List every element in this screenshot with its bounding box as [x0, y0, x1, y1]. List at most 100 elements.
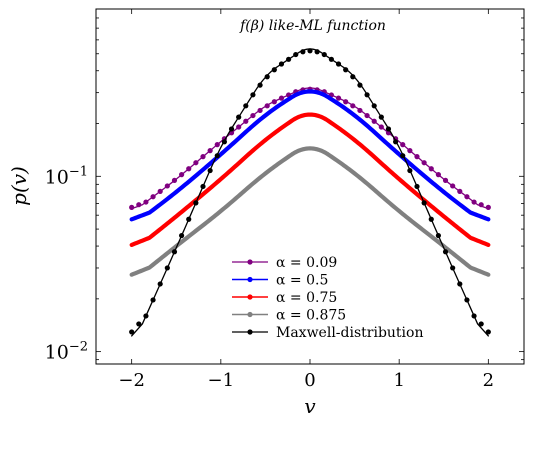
data-point — [257, 107, 263, 114]
data-point — [157, 281, 163, 287]
data-point — [450, 265, 456, 271]
legend-swatch-marker — [247, 294, 253, 300]
data-point — [293, 51, 299, 58]
ticks-group: −2 −1 0 1 2 10−2 10−1 — [45, 8, 524, 391]
series-0-5 — [129, 89, 491, 222]
data-point — [129, 329, 135, 335]
data-point — [171, 249, 178, 255]
data-point — [136, 202, 142, 208]
legend-swatch-marker — [247, 259, 253, 265]
data-point — [378, 114, 384, 120]
data-point — [171, 177, 178, 183]
data-point — [485, 204, 491, 210]
data-point — [421, 200, 427, 206]
data-point — [236, 114, 242, 120]
y-tick-label: 10−1 — [45, 164, 88, 188]
data-point — [278, 95, 285, 101]
x-tick-label: −2 — [118, 370, 145, 391]
series-0-875 — [129, 146, 491, 277]
data-point — [207, 167, 213, 174]
data-point — [214, 142, 220, 148]
data-point — [164, 265, 170, 271]
data-point — [236, 124, 242, 130]
data-point — [428, 216, 434, 222]
legend-item: α = 0.09 — [232, 255, 337, 271]
data-point — [421, 160, 427, 166]
data-point — [435, 172, 441, 178]
chart-title: f(β) like-ML function — [239, 18, 386, 34]
data-point — [207, 148, 213, 154]
data-point — [328, 56, 334, 62]
data-point — [385, 126, 392, 132]
series-group — [129, 48, 491, 337]
data-point — [157, 188, 163, 194]
legend-swatch-marker — [247, 311, 253, 318]
legend-item: Maxwell-distribution — [232, 325, 423, 341]
data-point — [343, 99, 349, 105]
data-point — [350, 103, 356, 109]
legend-label: α = 0.5 — [276, 273, 328, 289]
data-point — [414, 183, 420, 190]
data-point — [271, 67, 277, 73]
data-point — [193, 200, 199, 206]
x-tick-label: 1 — [393, 370, 404, 391]
data-point — [129, 204, 135, 210]
data-point — [478, 321, 484, 327]
data-point — [407, 167, 413, 174]
legend-box — [224, 250, 440, 338]
x-tick-label: 2 — [483, 370, 494, 391]
legend-item: α = 0.875 — [232, 308, 346, 324]
data-point — [286, 56, 292, 62]
y-tick-label: 10−2 — [45, 340, 88, 364]
data-point — [464, 194, 470, 200]
data-point — [200, 154, 206, 160]
data-point — [400, 142, 406, 148]
data-point — [214, 153, 220, 159]
data-point — [335, 61, 342, 67]
x-axis-label: v — [304, 394, 316, 418]
data-point — [179, 172, 185, 178]
legend-label: Maxwell-distribution — [276, 325, 423, 341]
data-point — [335, 95, 342, 101]
data-point — [450, 183, 456, 189]
data-point — [371, 118, 377, 124]
data-point — [150, 297, 156, 303]
data-point — [250, 92, 256, 98]
legend: α = 0.09 α = 0.5α = 0.75 α = 0.875Maxwell-… — [224, 250, 440, 341]
data-point — [407, 148, 413, 154]
data-point — [314, 49, 320, 55]
data-point — [457, 188, 463, 194]
data-point — [278, 61, 285, 67]
data-point — [393, 139, 399, 145]
data-point — [485, 329, 491, 335]
data-point — [300, 49, 306, 55]
data-point — [200, 183, 206, 190]
data-point — [442, 177, 449, 183]
data-point — [357, 82, 363, 88]
data-point — [471, 313, 477, 319]
y-axis-label: p(v) — [7, 166, 31, 206]
data-point — [307, 48, 313, 54]
series-line — [129, 89, 491, 222]
data-point — [179, 232, 185, 239]
series-maxwell-distribution — [129, 48, 491, 337]
data-point — [243, 103, 249, 109]
data-point — [250, 112, 256, 119]
data-point — [357, 107, 363, 114]
data-point — [478, 202, 484, 208]
data-point — [464, 297, 470, 303]
data-point — [271, 99, 277, 105]
data-point — [435, 232, 441, 239]
legend-label: α = 0.75 — [276, 290, 337, 306]
data-point — [364, 112, 370, 119]
data-point — [428, 166, 434, 172]
data-point — [150, 194, 156, 200]
x-tick-label: 0 — [304, 370, 315, 391]
series-0-09 — [129, 86, 491, 210]
series-0-75 — [129, 112, 491, 247]
data-point — [136, 321, 142, 327]
data-point — [457, 281, 463, 287]
legend-label: α = 0.09 — [276, 255, 337, 271]
data-point — [228, 126, 235, 132]
